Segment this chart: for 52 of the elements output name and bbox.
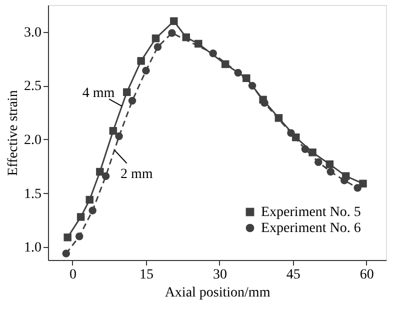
point (154, 43, 162, 51)
legend-label: Experiment No. 6 (261, 221, 361, 236)
point (115, 132, 123, 140)
point (301, 145, 310, 154)
point (168, 29, 176, 37)
x-axis-title: Axial position/mm (164, 286, 270, 300)
y-tick-label: 2.0 (24, 132, 42, 148)
point (359, 180, 367, 188)
annotation: 2 mm (120, 166, 153, 182)
legend-label: Experiment No. 5 (261, 205, 361, 220)
point (260, 99, 268, 107)
y-axis-title: Effective strain (6, 90, 21, 176)
point (142, 66, 150, 74)
y-tick-label: 1.0 (24, 240, 42, 256)
annotation: 4 mm (82, 86, 115, 102)
point (152, 34, 160, 42)
point (182, 33, 190, 42)
point (96, 168, 104, 176)
point (128, 96, 136, 105)
point (234, 68, 242, 77)
point (242, 74, 250, 82)
point (75, 232, 84, 240)
point (326, 160, 334, 168)
point (308, 148, 316, 156)
point (137, 57, 145, 65)
x-tick-label: 45 (286, 268, 300, 282)
point (248, 82, 256, 90)
x-tick-label: 60 (360, 268, 374, 282)
point (194, 40, 202, 48)
y-tick-label: 1.5 (24, 186, 42, 202)
y-tick-label: 2.5 (24, 79, 42, 94)
point (86, 196, 94, 204)
point (170, 17, 178, 26)
point (76, 213, 85, 221)
point (122, 88, 131, 96)
point (340, 176, 348, 184)
x-tick-label: 0 (69, 268, 76, 282)
point (64, 234, 72, 242)
point (221, 60, 230, 68)
point (109, 127, 118, 135)
point (209, 50, 217, 58)
point (102, 172, 110, 180)
point (62, 250, 70, 258)
point (314, 158, 322, 166)
point (287, 129, 295, 137)
point (354, 184, 362, 192)
x-tick-label: 30 (212, 268, 227, 282)
point (88, 206, 96, 214)
point (274, 114, 283, 122)
y-tick-label: 3.0 (24, 25, 42, 40)
point (326, 168, 335, 176)
x-tick-label: 15 (139, 268, 154, 282)
